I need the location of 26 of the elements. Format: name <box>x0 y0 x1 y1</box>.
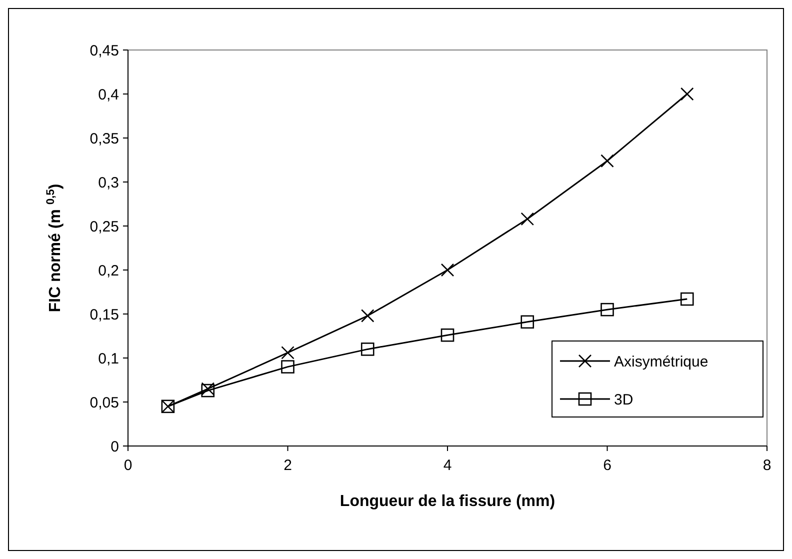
point <box>600 302 614 316</box>
y-tick-label: 0,2 <box>98 262 119 280</box>
x-axis-title: Longueur de la fissure (mm) <box>340 493 556 510</box>
legend-label: 3D <box>614 391 634 408</box>
legend-label: Axisymétrique <box>614 353 708 370</box>
x-tick-label: 2 <box>284 457 292 474</box>
point <box>520 315 534 329</box>
point <box>440 328 454 342</box>
y-tick-label: 0,05 <box>90 394 119 412</box>
point <box>360 309 374 322</box>
y-tick-label: 0,15 <box>90 306 119 324</box>
point <box>281 360 294 374</box>
x-tick-label: 4 <box>443 457 452 474</box>
point <box>360 342 374 356</box>
y-tick-label: 0,1 <box>98 350 119 368</box>
point <box>680 292 694 306</box>
y-tick-label: 0,3 <box>98 174 119 192</box>
y-tick-label: 0,35 <box>90 130 119 148</box>
y-tick-label: 0,45 <box>90 42 119 60</box>
y-tick-label: 0,4 <box>98 86 119 104</box>
x-tick-label: 0 <box>124 457 132 474</box>
y-tick-label: 0 <box>110 438 119 456</box>
point <box>281 346 294 360</box>
y-tick-label: 0,25 <box>90 218 119 236</box>
x-tick-label: 6 <box>603 457 612 474</box>
x-tick-label: 8 <box>762 457 772 474</box>
